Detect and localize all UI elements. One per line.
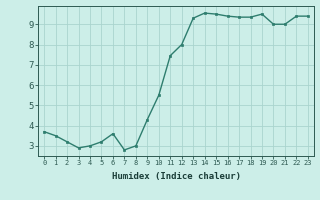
X-axis label: Humidex (Indice chaleur): Humidex (Indice chaleur): [111, 172, 241, 181]
